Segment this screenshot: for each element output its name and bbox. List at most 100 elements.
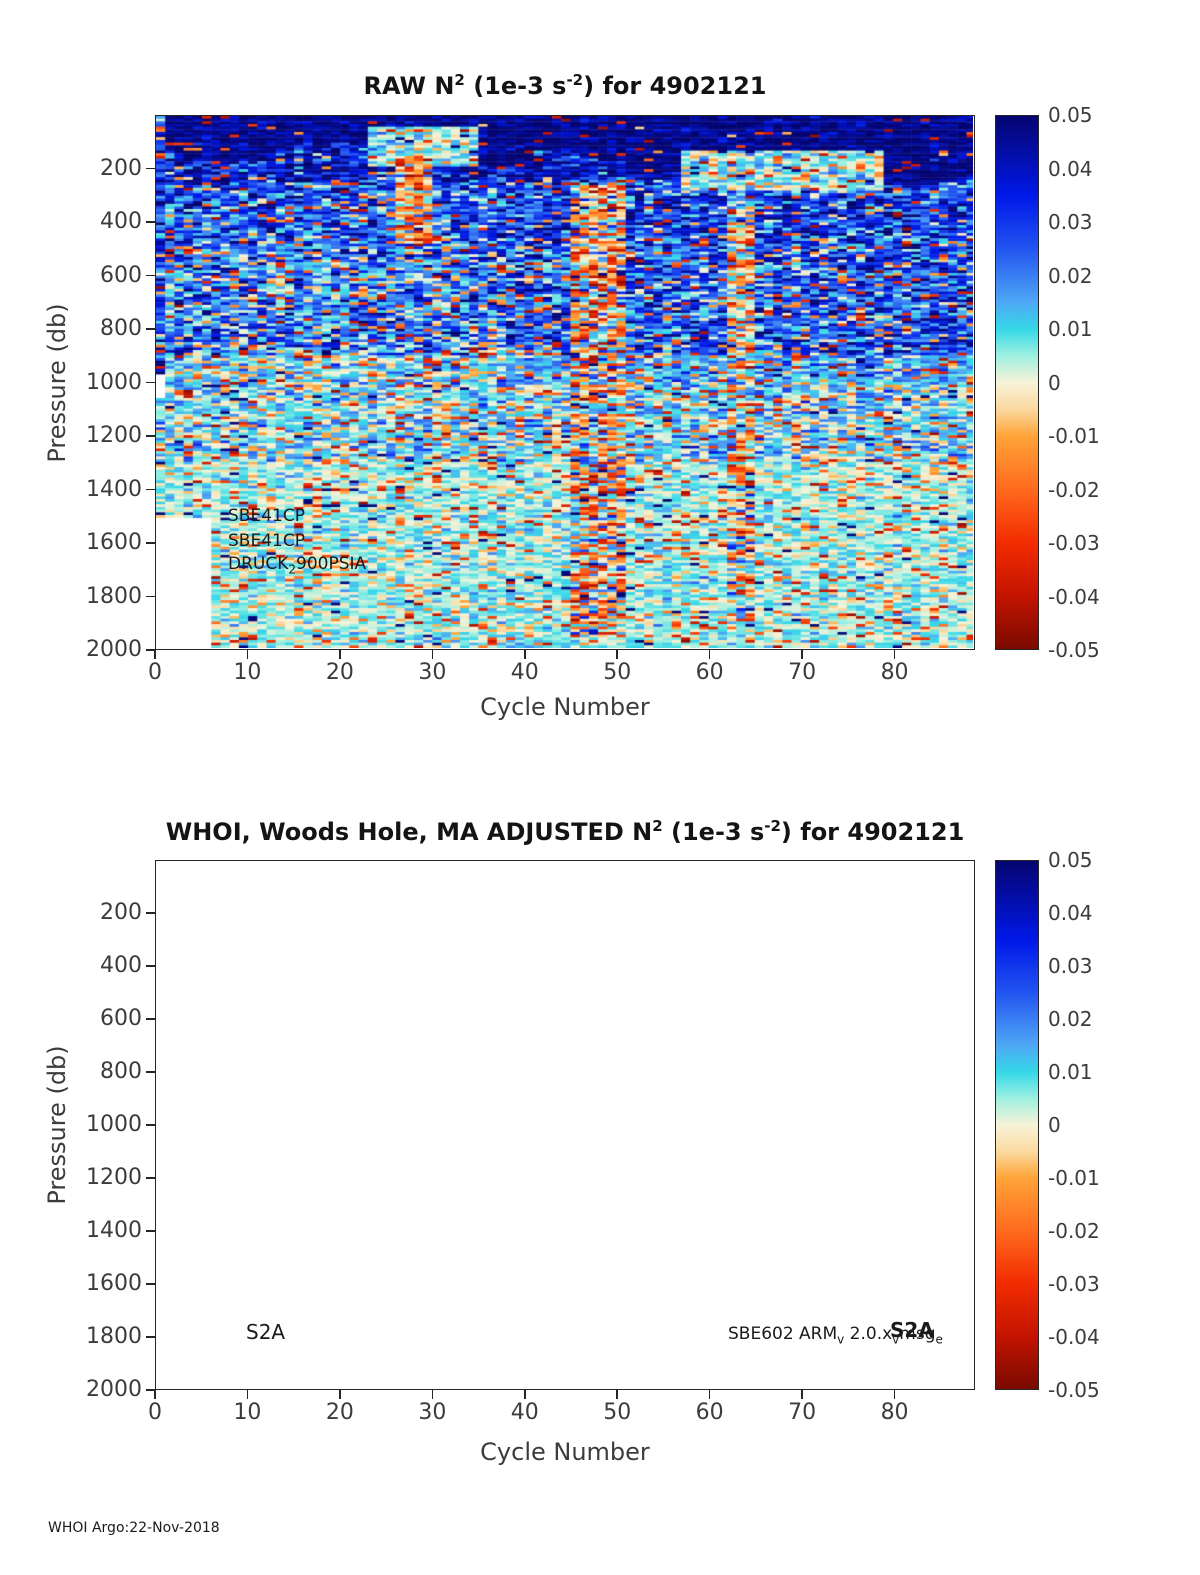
y-tick-mark	[146, 595, 155, 598]
colorbar-tick-label: 0.05	[1048, 103, 1093, 127]
x-tick-label: 20	[325, 1400, 354, 1425]
x-tick-label: 50	[603, 660, 632, 685]
colorbar-tick-label: 0	[1048, 370, 1061, 395]
x-tick-label: 10	[233, 1400, 262, 1425]
y-tick-mark	[146, 965, 155, 967]
y-tick-mark	[146, 381, 155, 384]
y-tick-mark	[146, 1283, 155, 1285]
y-tick-mark	[146, 1336, 155, 1338]
y-tick-label: 2000	[86, 637, 142, 662]
colorbar-tick-label: -0.04	[1048, 584, 1100, 609]
x-tick-mark	[154, 1390, 156, 1399]
x-tick-mark	[524, 650, 526, 659]
colorbar-tick-label: 0.01	[1048, 317, 1093, 341]
x-tick-mark	[801, 1390, 803, 1399]
y-tick-label: 600	[100, 1006, 142, 1031]
colorbar-tick-label: -0.04	[1048, 1325, 1100, 1349]
annotation-platform-overlay: S2A	[890, 1318, 934, 1342]
adjusted-heatmap-plot	[155, 860, 975, 1390]
colorbar-tick-label: -0.02	[1048, 477, 1100, 502]
y-tick-label: 800	[100, 1059, 142, 1084]
y-tick-label: 1800	[86, 583, 142, 609]
y-tick-mark	[146, 328, 155, 330]
y-tick-label: 400	[100, 209, 142, 234]
colorbar-tick-label: -0.05	[1048, 1378, 1100, 1402]
adjusted-title: WHOI, Woods Hole, MA ADJUSTED N2 (1e-3 s…	[165, 817, 965, 846]
x-tick-label: 0	[148, 1400, 162, 1425]
y-tick-label: 1200	[86, 1165, 142, 1190]
x-tick-mark	[524, 1390, 526, 1399]
y-tick-label: 200	[100, 155, 142, 181]
y-tick-mark	[146, 274, 155, 277]
y-tick-mark	[146, 1071, 155, 1073]
x-tick-label: 40	[510, 1400, 539, 1425]
x-tick-mark	[708, 650, 711, 659]
colorbar-tick-label: 0.02	[1048, 263, 1093, 288]
annotation-firmware: SBE602 ARMv 2.0.xvmsge	[728, 1324, 943, 1347]
colorbar-tick-label: 0.04	[1048, 901, 1093, 925]
colorbar-tick-label: -0.01	[1048, 1166, 1100, 1190]
annotation-sensor-3: DRUCK2900PSIA	[228, 554, 367, 577]
colorbar-tick-label: 0.01	[1048, 1060, 1093, 1084]
y-tick-mark	[146, 649, 155, 651]
x-tick-mark	[616, 1390, 618, 1399]
colorbar-tick-label: -0.01	[1048, 424, 1100, 448]
x-tick-mark	[246, 650, 249, 659]
x-tick-label: 70	[788, 660, 817, 685]
x-tick-label: 20	[325, 660, 354, 685]
y-tick-label: 1800	[86, 1324, 142, 1349]
annotation-platform: S2A	[246, 1320, 286, 1344]
x-tick-label: 40	[510, 660, 539, 685]
x-tick-mark	[431, 650, 434, 659]
colorbar-tick-label: 0.03	[1048, 954, 1093, 978]
x-tick-mark	[616, 650, 618, 659]
y-tick-label: 1200	[86, 423, 142, 448]
colorbar-tick-label: -0.03	[1048, 1272, 1100, 1296]
x-tick-label: 0	[148, 660, 162, 685]
colorbar-tick-label: -0.05	[1048, 638, 1100, 662]
colorbar-tick-label: -0.03	[1048, 531, 1100, 555]
y-tick-mark	[146, 542, 155, 544]
x-tick-mark	[801, 650, 803, 659]
x-tick-label: 30	[418, 1400, 447, 1425]
y-tick-label: 1600	[86, 530, 142, 555]
x-tick-mark	[339, 650, 341, 659]
x-tick-mark	[893, 650, 896, 659]
colorbar-tick-label: -0.02	[1048, 1219, 1100, 1243]
footer-date-stamp: WHOI Argo:22-Nov-2018	[48, 1520, 220, 1536]
y-tick-mark	[146, 1177, 155, 1179]
y-tick-label: 600	[100, 262, 142, 288]
y-tick-mark	[146, 1389, 155, 1391]
x-tick-label: 60	[695, 1400, 724, 1425]
colorbar-tick-label: 0.04	[1048, 156, 1093, 181]
x-tick-label: 70	[788, 1400, 817, 1425]
x-tick-label: 60	[695, 660, 724, 685]
y-tick-label: 1600	[86, 1271, 142, 1296]
x-tick-mark	[246, 1390, 249, 1399]
y-tick-mark	[146, 1230, 155, 1232]
x-tick-mark	[339, 1390, 341, 1399]
raw-x-axis-label: Cycle Number	[480, 693, 650, 721]
x-tick-mark	[154, 650, 156, 659]
x-tick-label: 50	[603, 1400, 632, 1425]
x-tick-mark	[431, 1390, 434, 1399]
y-tick-mark	[146, 435, 155, 437]
y-tick-label: 200	[100, 900, 142, 925]
y-tick-mark	[146, 1018, 155, 1020]
raw-colorbar	[995, 115, 1039, 650]
y-tick-mark	[146, 167, 155, 170]
y-tick-label: 2000	[86, 1377, 142, 1402]
x-tick-label: 10	[233, 660, 262, 685]
annotation-sensor-2: SBE41CP	[228, 531, 305, 551]
y-tick-label: 400	[100, 953, 142, 978]
annotation-sensor-1: SBE41CP	[228, 506, 305, 526]
x-tick-label: 80	[880, 1400, 909, 1425]
colorbar-tick-label: 0.03	[1048, 210, 1093, 234]
x-tick-mark	[708, 1390, 711, 1399]
colorbar-tick-label: 0.05	[1048, 848, 1093, 872]
x-tick-label: 30	[418, 660, 447, 685]
raw-heatmap-plot	[155, 115, 975, 650]
colorbar-tick-label: 0	[1048, 1113, 1061, 1137]
y-tick-label: 1400	[86, 1218, 142, 1243]
